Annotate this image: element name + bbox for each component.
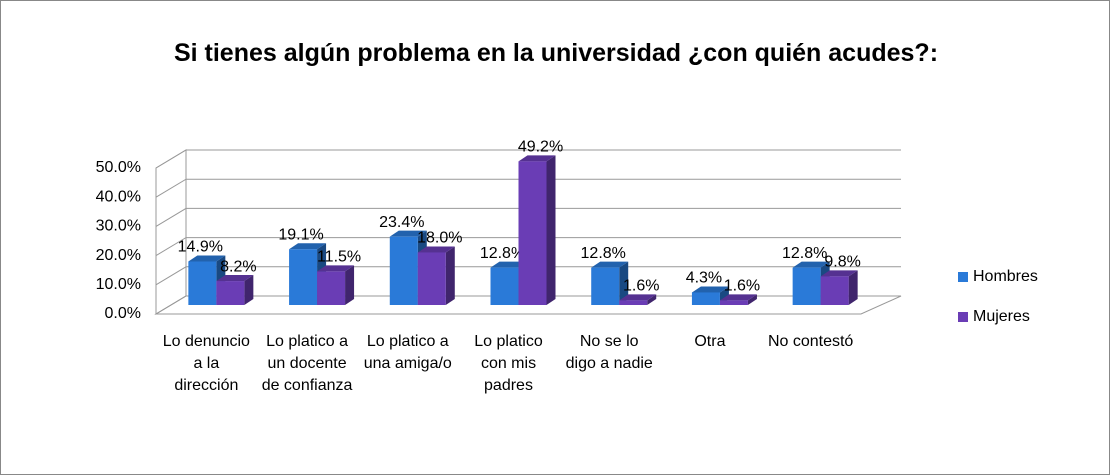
bar [591, 267, 620, 305]
y-tick-label: 10.0% [96, 276, 141, 293]
data-label: 12.8% [480, 245, 525, 262]
bar-top [591, 261, 629, 268]
chart-title: Si tienes algún problema en la universid… [173, 39, 939, 67]
bar-top [820, 270, 858, 277]
bar-side [619, 261, 629, 305]
data-label: 19.1% [278, 226, 323, 243]
data-label: 1.6% [724, 278, 760, 295]
legend-swatch [958, 272, 968, 282]
bar-top [719, 294, 757, 301]
bar-side [345, 265, 355, 305]
grid-line [155, 266, 901, 286]
bar-top [490, 261, 528, 268]
bar [417, 252, 446, 305]
legend-label: Mujeres [973, 308, 1030, 325]
bar-top [389, 230, 427, 237]
x-tick-label: Lo denuncio a la dirección [162, 333, 250, 394]
bar-top [619, 294, 657, 301]
grid-line [155, 237, 901, 257]
x-tick-label: No contestó [767, 333, 854, 350]
data-label: 11.5% [317, 249, 361, 266]
y-tick-label: 30.0% [96, 218, 141, 235]
data-label: 23.4% [379, 214, 424, 231]
bar [317, 271, 346, 305]
bar [289, 249, 318, 305]
x-tick-label: No se lo digo a nadie [565, 333, 653, 372]
data-label: 49.2% [518, 139, 563, 156]
bar-top [518, 155, 556, 162]
data-label: 12.8% [782, 245, 827, 262]
bar [719, 300, 748, 305]
y-tick-label: 0.0% [105, 305, 141, 322]
data-label: 8.2% [220, 258, 256, 275]
grid-line [155, 295, 901, 315]
x-tick-label: Lo platico con mis padres [474, 333, 543, 394]
y-tick-label: 20.0% [96, 247, 141, 264]
x-tick-label: Lo platico a un docente de confianza [261, 333, 353, 394]
data-label: 18.0% [417, 230, 462, 247]
x-tick-label: Lo platico a una amiga/o [363, 333, 452, 372]
bar-top [188, 255, 226, 262]
bar [518, 161, 547, 305]
legend-label: Hombres [973, 268, 1038, 285]
bar [490, 267, 519, 305]
grid-line [155, 207, 901, 227]
bar [619, 300, 648, 305]
data-label: 14.9% [178, 239, 223, 256]
bar-side [546, 155, 556, 305]
bar-top [691, 286, 729, 293]
x-tick-label: Otra [694, 333, 726, 350]
data-label: 4.3% [686, 270, 722, 287]
legend-swatch [958, 312, 968, 322]
bar [792, 267, 821, 305]
bar-side [747, 294, 757, 305]
bar-top [792, 261, 830, 268]
bar-top [417, 246, 455, 253]
bar [389, 236, 418, 305]
back-wall [155, 149, 187, 315]
bar-top [317, 265, 355, 272]
y-tick-label: 50.0% [96, 159, 141, 176]
grid-line [155, 149, 901, 169]
bar-side [647, 294, 657, 305]
grid-line [155, 178, 901, 198]
bar [188, 261, 217, 305]
bar-top [289, 243, 327, 250]
bar [691, 292, 720, 305]
bar-side [244, 275, 254, 305]
bar [820, 276, 849, 305]
bar-side [848, 270, 858, 305]
bar-top [216, 275, 254, 282]
bar-side [445, 246, 455, 305]
data-label: 1.6% [623, 278, 659, 295]
bar [216, 281, 245, 305]
data-label: 12.8% [581, 245, 626, 262]
y-tick-label: 40.0% [96, 188, 141, 205]
data-label: 9.8% [824, 254, 860, 271]
